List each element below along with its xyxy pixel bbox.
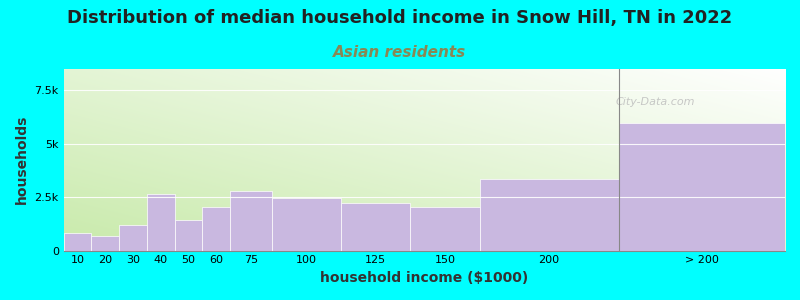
Bar	[480, 179, 618, 250]
Bar	[410, 207, 480, 250]
Bar	[64, 233, 91, 250]
Bar	[618, 124, 785, 250]
Bar	[147, 194, 174, 250]
Bar	[230, 191, 272, 250]
Bar	[272, 198, 341, 250]
Bar	[202, 207, 230, 250]
Bar	[341, 202, 410, 250]
Y-axis label: households: households	[15, 115, 29, 205]
Text: Distribution of median household income in Snow Hill, TN in 2022: Distribution of median household income …	[67, 9, 733, 27]
Bar	[91, 236, 119, 250]
X-axis label: household income ($1000): household income ($1000)	[320, 271, 529, 285]
Bar	[174, 220, 202, 250]
Bar	[119, 225, 147, 250]
Text: City-Data.com: City-Data.com	[615, 97, 695, 107]
Text: Asian residents: Asian residents	[334, 45, 466, 60]
